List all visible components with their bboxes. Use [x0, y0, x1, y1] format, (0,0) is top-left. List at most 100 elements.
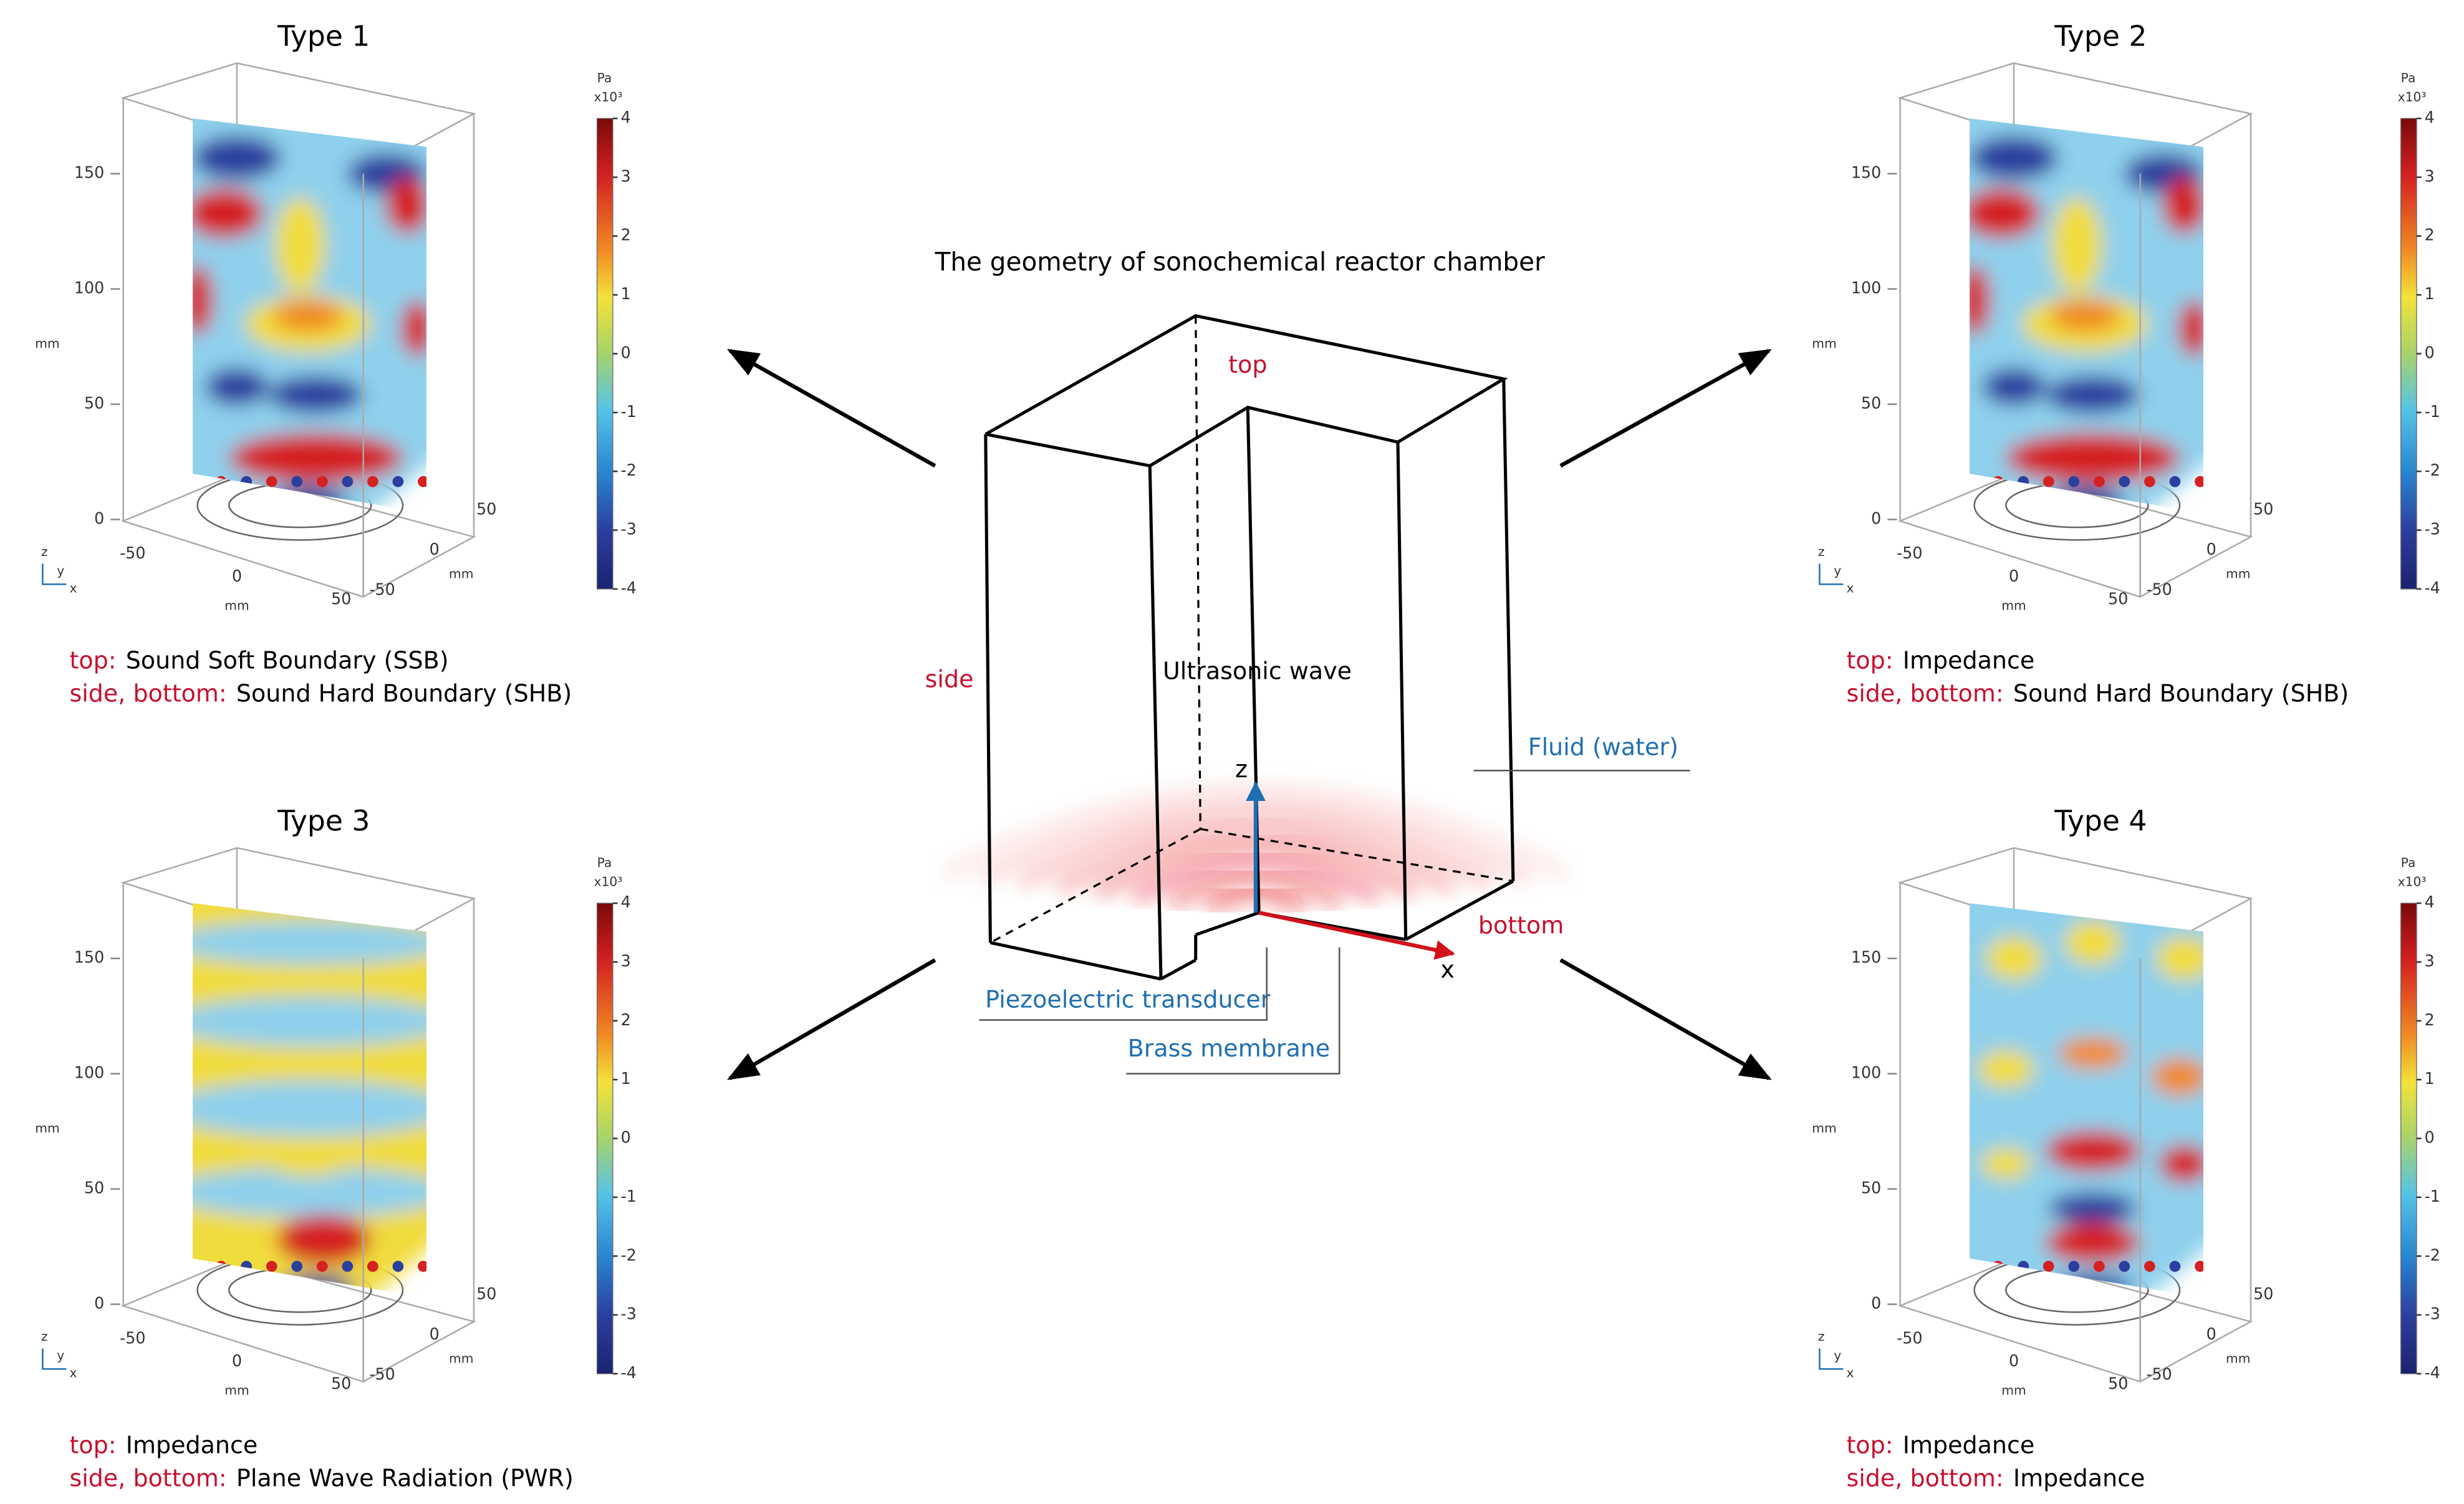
condition-value: Sound Soft Boundary (SSB)	[126, 646, 449, 674]
z-tick-label: 150	[1851, 948, 1881, 967]
x-tick-label: 0	[232, 1351, 242, 1370]
condition-key: top:	[69, 1431, 116, 1458]
colorbar	[2400, 903, 2417, 1374]
transducer-dot	[418, 1260, 426, 1272]
condition-key: top:	[69, 646, 116, 674]
z-tick-label: 100	[1851, 1063, 1881, 1082]
field-panel: Type 3 0 50 100 150 mm -50 0 50 mm 50 0 -50 mm zyx Pa x1…	[35, 804, 637, 1492]
diagram-title: The geometry of sonochemical reactor cha…	[935, 247, 1545, 277]
colorbar-tick-label: -1	[2425, 402, 2440, 421]
box-face	[120, 472, 476, 598]
field-blob	[2048, 1192, 2137, 1224]
transducer-dot	[2169, 476, 2181, 487]
colorbar-tick-label: -2	[621, 461, 637, 479]
transducer-dot	[266, 476, 277, 487]
field-blobs	[193, 903, 426, 1298]
panel-title: Type 1	[277, 19, 370, 52]
transducer-dot	[2018, 1260, 2029, 1272]
boundary-condition: side, bottom: Sound Hard Boundary (SHB)	[69, 679, 572, 707]
field-blob	[1970, 188, 2041, 239]
field-blob	[2159, 1144, 2203, 1183]
colorbar-tick-label: -3	[2425, 1305, 2440, 1323]
condition-key: side, bottom:	[69, 679, 226, 707]
field-blob	[276, 1214, 372, 1265]
y-axis-label: mm	[449, 1351, 473, 1366]
z-axis-label: mm	[35, 336, 59, 351]
transducer-dot	[316, 476, 328, 487]
transducer-dot	[2093, 476, 2105, 487]
triad-label: y	[57, 563, 64, 578]
colorbar-tick-label: -4	[2425, 1363, 2440, 1382]
colorbar-tick-label: -4	[621, 1363, 637, 1382]
transducer-dot	[2144, 476, 2155, 487]
transducer-dot	[2119, 476, 2130, 487]
colorbar-tick-label: 4	[621, 108, 631, 127]
z-tick-label: 100	[1851, 279, 1881, 297]
colorbar-tick-label: -3	[621, 520, 637, 539]
panel-title: Type 2	[2054, 19, 2147, 52]
y-axis-label: mm	[2226, 567, 2250, 582]
z-tick-label: 0	[94, 1294, 104, 1313]
triad-label: y	[1834, 1348, 1841, 1363]
boundary-condition: side, bottom: Plane Wave Radiation (PWR)	[69, 1464, 573, 1492]
colorbar-tick-label: 1	[621, 1069, 631, 1088]
reactor-diagram: The geometry of sonochemical reactor cha…	[726, 247, 1772, 1081]
leader	[1126, 947, 1340, 1075]
condition-key: side, bottom:	[1846, 679, 2003, 707]
condition-value: Sound Hard Boundary (SHB)	[236, 679, 572, 707]
y-tick-label: -50	[369, 1365, 395, 1384]
boundary-condition: top: Impedance	[1846, 1431, 2034, 1458]
triad-label: x	[1846, 1366, 1854, 1381]
boundary-condition: side, bottom: Impedance	[1846, 1464, 2145, 1492]
field-blob	[229, 433, 403, 484]
field-blob	[2156, 936, 2203, 981]
transducer-dot	[342, 476, 354, 487]
colorbar-tick-label: 3	[2425, 951, 2435, 970]
transducer-dot	[2169, 1260, 2181, 1272]
field-blob	[268, 375, 363, 414]
colorbar-tick-label: 2	[621, 1010, 631, 1029]
field-blobs	[1970, 118, 2203, 514]
field-blob	[1970, 135, 2058, 180]
field-blob	[2162, 176, 2203, 234]
z-tick-label: 100	[74, 1063, 104, 1082]
colorbar-unit: Pa	[2401, 855, 2416, 870]
colorbar-tick-label: 2	[2425, 1010, 2435, 1029]
colorbar-unit: Pa	[597, 70, 612, 85]
triad	[1819, 563, 1844, 585]
field-blob	[1970, 118, 2203, 514]
x-arrow	[1258, 911, 1455, 960]
boundary-condition: top: Impedance	[1846, 646, 2034, 674]
z-axis-label: mm	[35, 1121, 59, 1136]
pressure-field	[193, 903, 426, 1298]
x-tick-label: 50	[331, 1374, 351, 1393]
field-blob	[2151, 1058, 2203, 1096]
field-blob	[1985, 936, 2043, 981]
transducer-dot	[392, 476, 404, 487]
x-tick-label: -50	[1897, 1328, 1922, 1347]
colorbar-tick-label: 2	[2425, 226, 2435, 244]
field-blob	[1970, 265, 1990, 335]
colorbar-scale: x10³	[2398, 874, 2427, 889]
triad-label: z	[41, 544, 48, 559]
field-blob	[193, 1080, 426, 1137]
field-blob	[274, 197, 325, 292]
field-panel: Type 1 0 50 100 150 mm -50 0 50 mm 50 0 -50 mm zyx Pa x1…	[35, 19, 637, 707]
transducer-dot	[2195, 1260, 2203, 1272]
box-face	[1897, 1257, 2253, 1383]
x-tick-label: -50	[1897, 544, 1922, 562]
z-tick-label: 150	[1851, 163, 1881, 182]
colorbar-tick-label: 1	[2425, 1069, 2435, 1088]
z-tick-label: 50	[84, 1179, 104, 1197]
colorbar-tick-label: -3	[2425, 520, 2440, 539]
boundary-condition: side, bottom: Sound Hard Boundary (SHB)	[1846, 679, 2349, 707]
colorbar-tick-label: -4	[2425, 578, 2440, 597]
pressure-field	[1970, 118, 2203, 514]
x-axis-label: mm	[2001, 598, 2026, 613]
colorbar-tick-label: 4	[2425, 108, 2435, 127]
x-tick-label: 50	[2108, 1374, 2128, 1393]
colorbar-tick-label: -1	[2425, 1187, 2440, 1205]
transducer-dot	[316, 1260, 328, 1272]
triad-label: z	[1818, 1329, 1825, 1344]
colorbar-tick-label: -2	[621, 1245, 637, 1264]
